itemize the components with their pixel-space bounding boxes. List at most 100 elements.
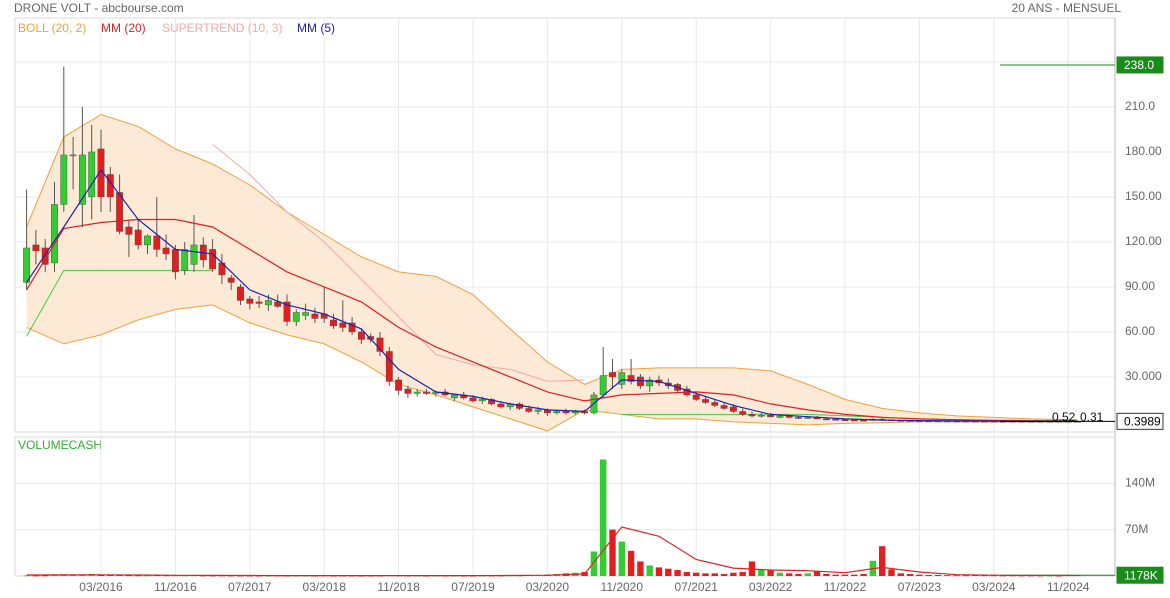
volume-bar [637,561,644,576]
candle-body [711,402,719,406]
ma-line [26,218,1078,422]
candle-body [423,391,430,394]
candle-body [339,322,347,328]
x-tick-label: 03/2024 [972,580,1016,594]
candle-body [302,312,309,316]
volume-bar [906,574,914,576]
candle-body [209,249,216,270]
candle-body [97,148,105,198]
x-tick-label: 11/2016 [154,580,197,594]
y-tick-label: 140M [1125,476,1155,490]
y-tick-label: 210.0 [1125,99,1155,113]
candle-body [51,204,58,264]
x-tick-label: 11/2020 [601,580,644,594]
volume-bar [786,573,793,576]
candle-body [255,301,263,304]
volume-bar [674,570,681,576]
volume-bar [144,575,151,577]
volume-bar [962,575,970,577]
candle-body [767,415,775,417]
candle-body [32,244,40,252]
legend-entry: BOLL (20, 2) [18,21,86,35]
y-tick-label: 180.00 [1125,144,1162,158]
candle-body [385,351,393,382]
candle-body [171,249,179,273]
volume-bar [720,574,728,576]
marker-label: 0.3989 [1124,415,1161,429]
legend-entry: SUPERTREND (10, 3) [162,21,282,35]
candle-body [860,419,868,422]
x-tick-label: 03/2022 [749,580,793,594]
candle-body [246,298,254,304]
candle-body [850,419,858,422]
candle-body [692,394,700,400]
x-tick-label: 03/2020 [526,580,570,594]
volume-bar [590,551,598,576]
candle-body [78,154,86,205]
candle-body [134,229,142,246]
volume-bar [767,570,774,576]
volume-bar [841,574,849,576]
supertrend-down [212,144,585,382]
candle-body [395,379,402,391]
x-tick-label: 07/2017 [228,580,272,594]
volume-bar [972,575,979,577]
y-tick-label: 60.00 [1125,324,1155,338]
x-tick-label: 11/2018 [377,580,420,594]
candle-body [153,235,161,250]
volume-bar [944,575,951,577]
volume-bar [655,567,663,576]
candle-body [227,277,235,283]
candle-body [832,419,840,421]
volume-bar [916,574,923,576]
candle-body [534,409,542,412]
candle-body [702,399,709,403]
y-tick-label: 70M [1125,522,1148,536]
volume-bar [776,572,784,576]
candle-body [144,235,151,246]
y-tick-label: 30.000 [1125,369,1162,383]
candle-body [358,331,365,340]
candle-body [562,411,570,414]
y-tick-label: 150.00 [1125,189,1162,203]
candle-body [637,376,644,387]
volume-bar [693,572,700,576]
candle-body [757,415,765,417]
volume-bar [823,574,830,576]
candle-body [609,372,616,378]
volume-bar [897,573,904,576]
candle-body [190,244,198,265]
candle-body [804,417,812,419]
volume-bar [888,569,895,576]
candle-body [451,394,458,399]
volume-bar [730,572,737,576]
candle-body [776,415,784,418]
candle-body [488,399,495,405]
ma-line [26,168,1078,422]
candle-body [730,406,737,412]
candle-body [348,322,356,333]
chart-title: DRONE VOLT - abcbourse.com [14,1,184,15]
candle-body [720,405,728,409]
candle-body [553,411,561,414]
volume-bar [702,573,709,576]
volume-title: VOLUMECASH [18,438,102,452]
volume-bar [646,565,653,576]
x-tick-label: 07/2023 [898,580,942,594]
marker-label: 1178K [1124,568,1158,582]
volume-bar [627,550,635,576]
candle-body [376,337,384,352]
candle-body [311,313,319,319]
volume-bar [32,575,40,577]
volume-bar [107,575,114,576]
volume-bar [600,459,607,576]
x-tick-label: 11/2022 [824,580,867,594]
candle-body [599,375,607,396]
legend-entry: MM (5) [297,21,335,35]
candle-body [69,154,77,157]
marker-box [1116,56,1164,74]
volume-panel [14,436,1116,577]
volume-bar [795,574,802,576]
x-tick-label: 07/2019 [451,580,495,594]
